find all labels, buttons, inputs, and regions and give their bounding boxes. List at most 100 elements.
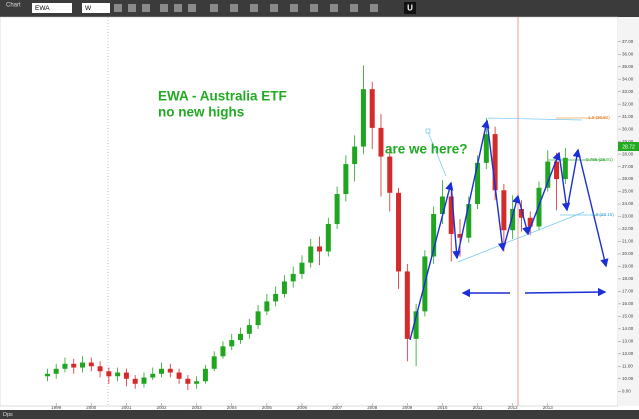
- candle-body: [299, 262, 305, 274]
- candle-body: [466, 204, 472, 238]
- y-tick-label: 23.00: [622, 214, 634, 219]
- candle-body: [159, 368, 165, 374]
- candle-body: [71, 363, 77, 368]
- x-tick-label: 2013: [543, 405, 554, 410]
- y-tick-label: 13.00: [622, 339, 634, 344]
- y-tick-label: 21.00: [622, 239, 634, 244]
- x-tick-label: 2007: [332, 405, 343, 410]
- candle-body: [308, 246, 314, 263]
- x-tick-label: 2002: [157, 405, 168, 410]
- candle-body: [176, 372, 182, 379]
- candle-body: [141, 377, 147, 384]
- candle-body: [483, 134, 489, 163]
- candle-body: [255, 311, 261, 326]
- symbol-box[interactable]: [32, 3, 72, 13]
- toolbar-icons[interactable]: [114, 4, 378, 12]
- price-tag-box: [618, 142, 639, 151]
- period-input: W: [85, 5, 92, 12]
- subheadline: no new highs: [158, 105, 244, 120]
- candle-body: [290, 273, 296, 282]
- candle-body: [150, 373, 156, 378]
- x-tick-label: 2004: [227, 405, 238, 410]
- candle-body: [281, 281, 287, 294]
- candle-body: [97, 366, 103, 372]
- candle-body: [132, 378, 138, 384]
- price-axis: [618, 17, 639, 406]
- y-tick-label: 35.00: [622, 64, 634, 69]
- candle-body: [378, 127, 384, 157]
- x-tick-label: 2000: [86, 405, 97, 410]
- wave-arrows: [409, 119, 609, 341]
- toolbar: [0, 0, 639, 17]
- anchor-handle: [425, 128, 431, 134]
- y-tick-label: 27.00: [622, 164, 634, 169]
- candle-body: [211, 356, 217, 369]
- badge-text: U: [407, 4, 413, 13]
- candle-body: [246, 325, 252, 334]
- x-tick-label: 1999: [51, 405, 62, 410]
- y-tick-label: 32.00: [622, 101, 634, 106]
- y-tick-label: 29.00: [622, 139, 634, 144]
- symbol-input: EWA: [35, 5, 50, 12]
- candle-body: [80, 362, 86, 368]
- y-tick-label: 19.00: [622, 264, 634, 269]
- y-tick-label: 28.00: [622, 151, 634, 156]
- x-tick-label: 2011: [473, 405, 483, 410]
- y-tick-label: 12.00: [622, 351, 634, 356]
- fib-label: 1.0 (30.82): [588, 115, 610, 120]
- x-tick-label: 2010: [437, 405, 448, 410]
- candle-body: [475, 162, 481, 205]
- candle-body: [492, 134, 498, 191]
- period-box[interactable]: [82, 3, 110, 13]
- candle-body: [457, 233, 463, 238]
- candle-body: [448, 196, 454, 234]
- question: are we here?: [385, 142, 468, 157]
- candle-body: [115, 372, 121, 377]
- candle-body: [369, 89, 375, 128]
- fib-label: 1.0 (23.16): [592, 212, 614, 217]
- x-tick-label: 2003: [192, 405, 203, 410]
- candle-body: [238, 333, 244, 341]
- x-tick-label: 2006: [297, 405, 308, 410]
- candle-body: [431, 214, 437, 257]
- x-tick-label: 2012: [508, 405, 519, 410]
- candle-body: [343, 164, 349, 195]
- y-tick-label: 30.00: [622, 126, 634, 131]
- y-tick-label: 24.00: [622, 201, 634, 206]
- candle-body: [334, 194, 340, 224]
- y-tick-label: 20.00: [622, 251, 634, 256]
- candle-body: [439, 196, 445, 215]
- y-tick-label: 18.00: [622, 276, 634, 281]
- x-tick-label: 2001: [121, 405, 132, 410]
- candle-body: [106, 371, 112, 377]
- candle-body: [202, 368, 208, 382]
- candle-body: [88, 362, 94, 367]
- candle-body: [545, 161, 551, 188]
- candle-body: [325, 223, 331, 252]
- price-tag: 28.72: [622, 144, 635, 150]
- candle-body: [273, 293, 279, 302]
- headline: EWA - Australia ETF: [158, 89, 287, 104]
- y-tick-label: 11.00: [622, 363, 633, 368]
- y-tick-label: 37.00: [622, 39, 634, 44]
- y-tick-label: 9.00: [622, 388, 631, 393]
- candle-body: [562, 157, 568, 180]
- candle-body: [413, 311, 419, 339]
- y-tick-label: 14.00: [622, 326, 634, 331]
- candle-body: [387, 156, 393, 193]
- badge[interactable]: [404, 2, 416, 14]
- x-tick-label: 2009: [402, 405, 413, 410]
- candle-body: [527, 217, 533, 227]
- candle-body: [360, 89, 366, 147]
- status-text: Dps: [3, 412, 13, 418]
- candle-body: [220, 346, 226, 357]
- y-tick-label: 36.00: [622, 51, 634, 56]
- y-tick-label: 26.00: [622, 176, 634, 181]
- y-tick-label: 34.00: [622, 76, 634, 81]
- candle-body: [264, 301, 270, 312]
- y-tick-label: 17.00: [622, 289, 634, 294]
- status-bar: [0, 410, 639, 419]
- candle-body: [510, 209, 516, 231]
- y-tick-label: 15.00: [622, 314, 634, 319]
